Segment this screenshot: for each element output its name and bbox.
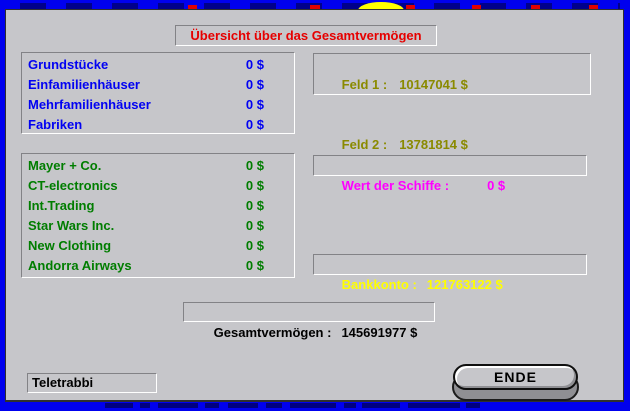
company-value: 0 $	[245, 258, 264, 273]
desktop-red-fragment	[589, 5, 598, 9]
company-label: CT-electronics	[28, 178, 118, 193]
asset-value: 0 $	[245, 57, 264, 72]
table-row: Gesamtvermögen : 145691977 $	[192, 304, 434, 361]
company-value: 0 $	[245, 218, 264, 233]
ships-value: 0 $	[487, 178, 506, 193]
company-label: Star Wars Inc.	[28, 218, 115, 233]
company-value: 0 $	[245, 178, 264, 193]
desktop-red-fragment	[188, 5, 197, 9]
company-value: 0 $	[245, 158, 264, 173]
dialog-title-panel: Übersicht über das Gesamtvermögen	[175, 25, 437, 46]
ships-value-box: Wert der Schiffe : 0 $	[313, 155, 587, 193]
companies-box: Mayer + Co. 0 $ CT-electronics 0 $ Int.T…	[21, 153, 295, 278]
desktop-text-fragment	[205, 403, 219, 408]
player-name: Teletrabbi	[32, 375, 94, 390]
table-row: Bankkonto : 121763122 $	[320, 256, 586, 313]
total-label: Gesamtvermögen :	[213, 325, 332, 340]
desktop-background-fragment	[20, 3, 620, 9]
desktop-text-fragment	[466, 403, 480, 408]
table-row: Mayer + Co. 0 $	[28, 156, 294, 176]
table-row: Einfamilienhäuser 0 $	[28, 75, 294, 95]
desktop-text-fragment	[344, 403, 356, 408]
field-value: 13781814 $	[399, 137, 468, 152]
desktop-red-fragment	[406, 5, 415, 9]
end-button[interactable]: ENDE	[452, 364, 579, 402]
assets-overview-window: Übersicht über das Gesamtvermögen Grunds…	[5, 9, 624, 402]
page-title: Übersicht über das Gesamtvermögen	[190, 28, 422, 43]
desktop-text-fragment	[228, 403, 258, 408]
total-value: 145691977 $	[341, 325, 418, 340]
table-row: Andorra Airways 0 $	[28, 256, 294, 276]
fields-box: Feld 1 : 10147041 $ Feld 2 : 13781814 $	[313, 53, 591, 152]
asset-label: Fabriken	[28, 117, 83, 132]
field-label: Feld 1 :	[341, 77, 388, 92]
table-row: Feld 2 : 13781814 $	[320, 115, 590, 175]
desktop-text-fragment	[105, 403, 133, 408]
company-value: 0 $	[245, 238, 264, 253]
table-row: Grundstücke 0 $	[28, 55, 294, 75]
desktop-text-fragment	[266, 403, 282, 408]
company-value: 0 $	[245, 198, 264, 213]
company-label: New Clothing	[28, 238, 112, 253]
asset-value: 0 $	[245, 97, 264, 112]
real-estate-box: Grundstücke 0 $ Einfamilienhäuser 0 $ Me…	[21, 52, 295, 134]
player-name-box: Teletrabbi	[27, 373, 157, 393]
desktop-text-fragment	[408, 403, 460, 408]
table-row: Int.Trading 0 $	[28, 196, 294, 216]
asset-value: 0 $	[245, 117, 264, 132]
asset-label: Einfamilienhäuser	[28, 77, 140, 92]
total-assets-box: Gesamtvermögen : 145691977 $	[183, 302, 435, 340]
desktop-red-fragment	[310, 5, 320, 9]
desktop-red-fragment	[472, 5, 481, 9]
desktop-text-fragment	[140, 403, 150, 408]
bank-value: 121763122 $	[426, 277, 503, 292]
table-row: CT-electronics 0 $	[28, 176, 294, 196]
company-label: Int.Trading	[28, 198, 95, 213]
bank-label: Bankkonto :	[341, 277, 417, 292]
end-button-label: ENDE	[494, 369, 537, 385]
asset-label: Mehrfamilienhäuser	[28, 97, 151, 112]
desktop-red-fragment	[531, 5, 540, 9]
asset-label: Grundstücke	[28, 57, 109, 72]
end-button-face[interactable]: ENDE	[453, 364, 578, 390]
asset-value: 0 $	[245, 77, 264, 92]
field-label: Feld 2 :	[341, 137, 388, 152]
table-row: Wert der Schiffe : 0 $	[320, 157, 586, 214]
table-row: Star Wars Inc. 0 $	[28, 216, 294, 236]
ships-label: Wert der Schiffe :	[341, 178, 450, 193]
company-label: Mayer + Co.	[28, 158, 102, 173]
field-value: 10147041 $	[399, 77, 468, 92]
table-row: Fabriken 0 $	[28, 115, 294, 135]
company-label: Andorra Airways	[28, 258, 132, 273]
desktop-text-fragment	[362, 403, 400, 408]
bank-account-box: Bankkonto : 121763122 $	[313, 254, 587, 292]
desktop-text-fragment	[290, 403, 336, 408]
table-row: Mehrfamilienhäuser 0 $	[28, 95, 294, 115]
table-row: Feld 1 : 10147041 $	[320, 55, 590, 115]
desktop-text-fragment	[158, 403, 198, 408]
table-row: New Clothing 0 $	[28, 236, 294, 256]
